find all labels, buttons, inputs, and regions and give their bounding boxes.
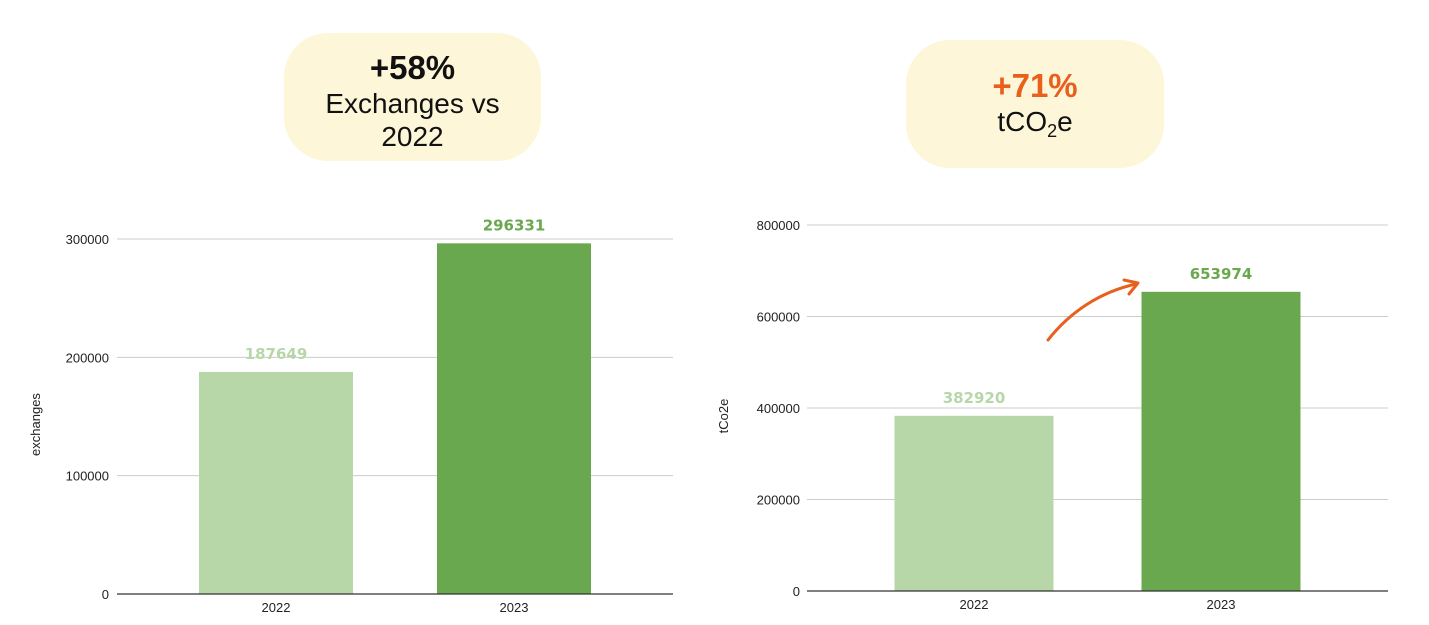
y-tick-label: 0 [102, 587, 109, 602]
growth-arrow-shaft [1046, 282, 1138, 342]
emissions-bar-chart: 0 200000 400000 600000 800000 382920 2022 65397… [716, 218, 1388, 612]
bar-2023 [1141, 291, 1301, 591]
y-axis-title: tCo2e [716, 399, 731, 434]
data-label-2022: 382920 [943, 389, 1006, 407]
y-tick-label: 800000 [757, 218, 800, 233]
emissions-label-tail: e [1057, 106, 1073, 137]
y-tick-label: 400000 [757, 401, 800, 416]
y-axis-title: exchanges [28, 393, 43, 456]
x-tick-label: 2023 [500, 600, 529, 615]
y-tick-label: 200000 [757, 493, 800, 508]
exchanges-growth-label-line1: Exchanges vs [325, 88, 500, 119]
data-label-2023: 653974 [1190, 265, 1253, 283]
data-label-2022: 187649 [245, 345, 308, 363]
exchanges-bar-chart: 0 100000 200000 300000 187649 2022 296331 2023 e… [28, 216, 673, 615]
emissions-growth-label: tCO2e [906, 105, 1164, 141]
y-tick-label: 300000 [66, 232, 109, 247]
x-tick-label: 2022 [262, 600, 291, 615]
callout-exchanges-growth: +58% Exchanges vs 2022 [284, 33, 541, 161]
emissions-label-subscript: 2 [1047, 121, 1058, 141]
bar-2022 [894, 415, 1054, 591]
growth-annotation [1046, 278, 1140, 342]
bar-2022 [199, 371, 353, 594]
exchanges-growth-percent: +58% [369, 49, 456, 86]
data-label-2023: 296331 [483, 216, 546, 234]
x-tick-label: 2023 [1207, 597, 1236, 612]
emissions-growth-percent: +71% [992, 67, 1078, 104]
growth-arrow-head [1122, 278, 1140, 296]
exchanges-growth-label-line2: 2022 [381, 121, 444, 152]
y-tick-label: 0 [793, 584, 800, 599]
y-tick-label: 100000 [66, 469, 109, 484]
y-tick-label: 600000 [757, 310, 800, 325]
x-tick-label: 2022 [960, 597, 989, 612]
callout-emissions-growth: +71% tCO2e [906, 40, 1164, 168]
bar-2023 [437, 243, 591, 594]
emissions-label-main: tCO [997, 106, 1048, 137]
y-tick-label: 200000 [66, 350, 109, 365]
